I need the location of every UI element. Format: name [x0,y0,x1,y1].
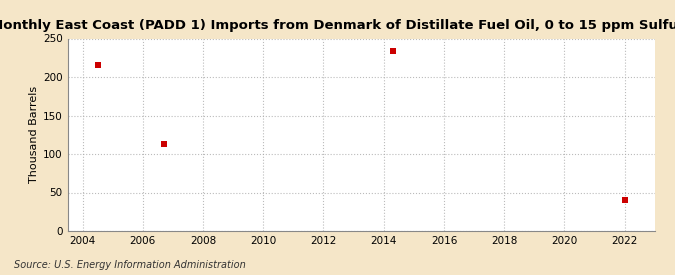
Y-axis label: Thousand Barrels: Thousand Barrels [29,86,38,183]
Text: Monthly East Coast (PADD 1) Imports from Denmark of Distillate Fuel Oil, 0 to 15: Monthly East Coast (PADD 1) Imports from… [0,19,675,32]
Text: Source: U.S. Energy Information Administration: Source: U.S. Energy Information Administ… [14,260,245,270]
